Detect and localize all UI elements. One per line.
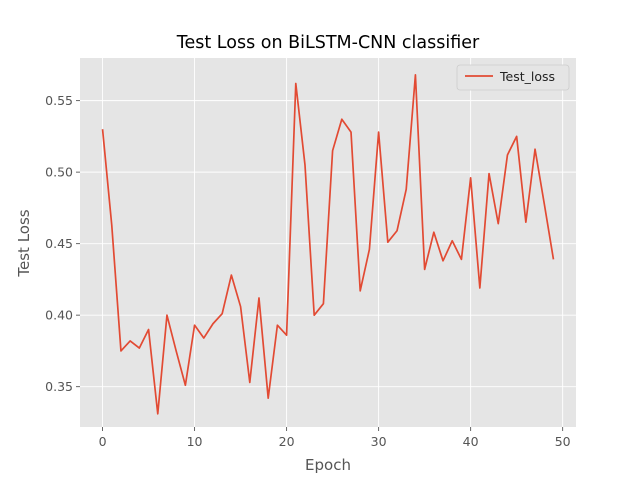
y-axis-label: Test Loss	[15, 209, 33, 277]
x-tick-label: 10	[187, 434, 203, 449]
legend-box	[456, 64, 570, 91]
plot-area	[80, 58, 576, 427]
y-tick-label: 0.50	[45, 165, 73, 180]
y-tick-label: 0.55	[45, 93, 73, 108]
chart-title: Test Loss on BiLSTM-CNN classifier	[176, 33, 480, 53]
legend-label-test-loss: Test_loss	[499, 69, 555, 84]
y-tick-label: 0.45	[45, 236, 73, 251]
y-tick-label: 0.35	[45, 379, 73, 394]
grid	[80, 58, 576, 427]
x-tick-label: 30	[371, 434, 387, 449]
x-tick-label: 20	[279, 434, 295, 449]
x-axis-ticks: 0 10 20 30 40 50	[99, 427, 571, 449]
y-axis-ticks: 0.35 0.40 0.45 0.50 0.55	[45, 93, 80, 394]
x-axis-label: Epoch	[305, 456, 351, 474]
series-line-test-loss	[101, 74, 555, 415]
x-tick-label: 50	[555, 434, 571, 449]
series-layer	[101, 74, 555, 415]
x-tick-label: 0	[99, 434, 107, 449]
x-tick-label: 40	[463, 434, 479, 449]
legend: Test_loss	[456, 64, 570, 91]
y-tick-label: 0.40	[45, 308, 73, 323]
